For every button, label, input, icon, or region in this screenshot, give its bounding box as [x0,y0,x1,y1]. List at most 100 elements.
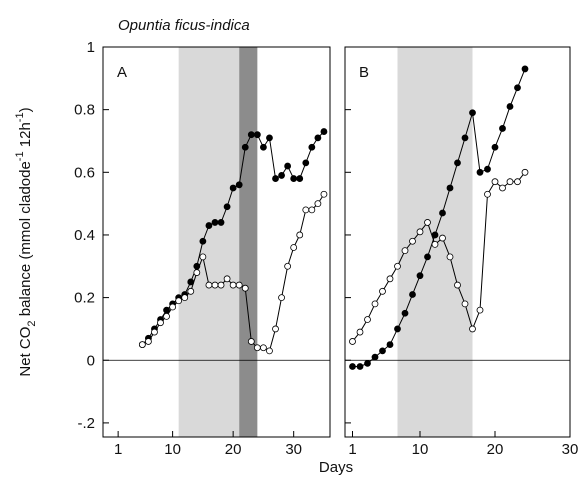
data-point [416,228,424,236]
data-point [272,325,279,333]
y-label-part: Net CO [17,327,34,377]
data-point [229,184,237,192]
data-point [484,190,491,198]
data-point [138,341,146,348]
data-point [229,281,237,289]
data-point [514,178,521,186]
data-point [290,175,298,182]
data-point [356,328,364,336]
data-point [386,275,394,283]
data-point [205,281,213,289]
data-point [401,247,409,255]
data-point [320,128,328,135]
chart-title: Opuntia ficus-indica [118,17,250,34]
data-point [235,281,243,289]
data-point [266,134,273,142]
x-tick-label: 10 [164,441,181,458]
data-point [364,316,371,323]
data-point [499,184,506,192]
data-point [461,134,469,142]
data-point [364,359,371,367]
panel-label: A [117,64,127,81]
data-point [253,131,261,139]
data-point [253,344,261,352]
data-point [409,291,416,298]
data-point [223,203,231,211]
data-point [320,190,328,198]
y-tick-label: 0.4 [74,227,95,244]
data-point [296,231,304,239]
data-point [199,237,207,245]
data-point [394,262,401,270]
data-point [506,103,514,110]
data-point [308,143,316,151]
data-point [461,300,469,308]
data-point [308,206,316,214]
x-tick-label: 20 [225,441,242,458]
data-point [356,363,364,370]
data-point [199,253,207,261]
data-point [235,181,243,189]
shaded-region [178,47,240,437]
data-point [379,347,386,355]
x-tick-label: 30 [562,441,579,458]
x-tick-label: 1 [348,441,356,458]
plot-frame [102,46,331,438]
data-point [169,303,177,311]
y-tick-label: 0.6 [74,164,95,181]
y-label-sup: -1 [14,151,26,161]
data-point [491,143,499,151]
data-point [272,175,279,182]
y-tick-label: -.2 [77,415,95,432]
data-point [439,234,446,242]
data-point [439,209,446,217]
y-label-sup: -1 [14,112,26,122]
y-tick-label: 1 [87,39,95,56]
data-point [205,222,213,229]
data-point [193,269,201,276]
data-point [175,297,183,305]
data-point [379,287,386,295]
data-point [521,65,529,73]
data-point [484,165,491,173]
data-point [409,237,416,245]
data-point [469,325,476,333]
plot-frame [344,46,571,438]
y-label-part: balance (mmol cladode [17,161,34,320]
data-point [349,338,356,345]
data-point [247,131,255,139]
data-point [499,125,506,132]
data-point [476,168,484,176]
y-tick-label: 0 [87,352,95,369]
data-point [290,244,298,251]
x-tick-label: 1 [114,441,122,458]
x-tick-label: 20 [487,441,504,458]
data-point [211,219,219,226]
x-tick-label: 10 [412,441,429,458]
data-point [506,178,514,186]
data-point [247,338,255,345]
data-point [284,262,292,270]
data-point [469,109,476,117]
data-point [446,253,454,261]
data-point [454,159,461,167]
panel-label: B [359,64,369,81]
y-label-part: ) [17,107,34,112]
x-tick-label: 30 [285,441,302,458]
data-point [278,294,285,302]
data-point [424,219,431,226]
data-point [211,281,219,289]
data-point [314,134,322,142]
data-point [157,319,164,327]
data-point [302,206,310,214]
data-point [514,84,521,92]
data-point [521,168,529,176]
data-point [241,284,249,292]
data-point [151,328,158,336]
data-point [446,184,454,192]
data-point [302,159,310,167]
data-point [144,338,152,345]
data-point [349,363,356,370]
